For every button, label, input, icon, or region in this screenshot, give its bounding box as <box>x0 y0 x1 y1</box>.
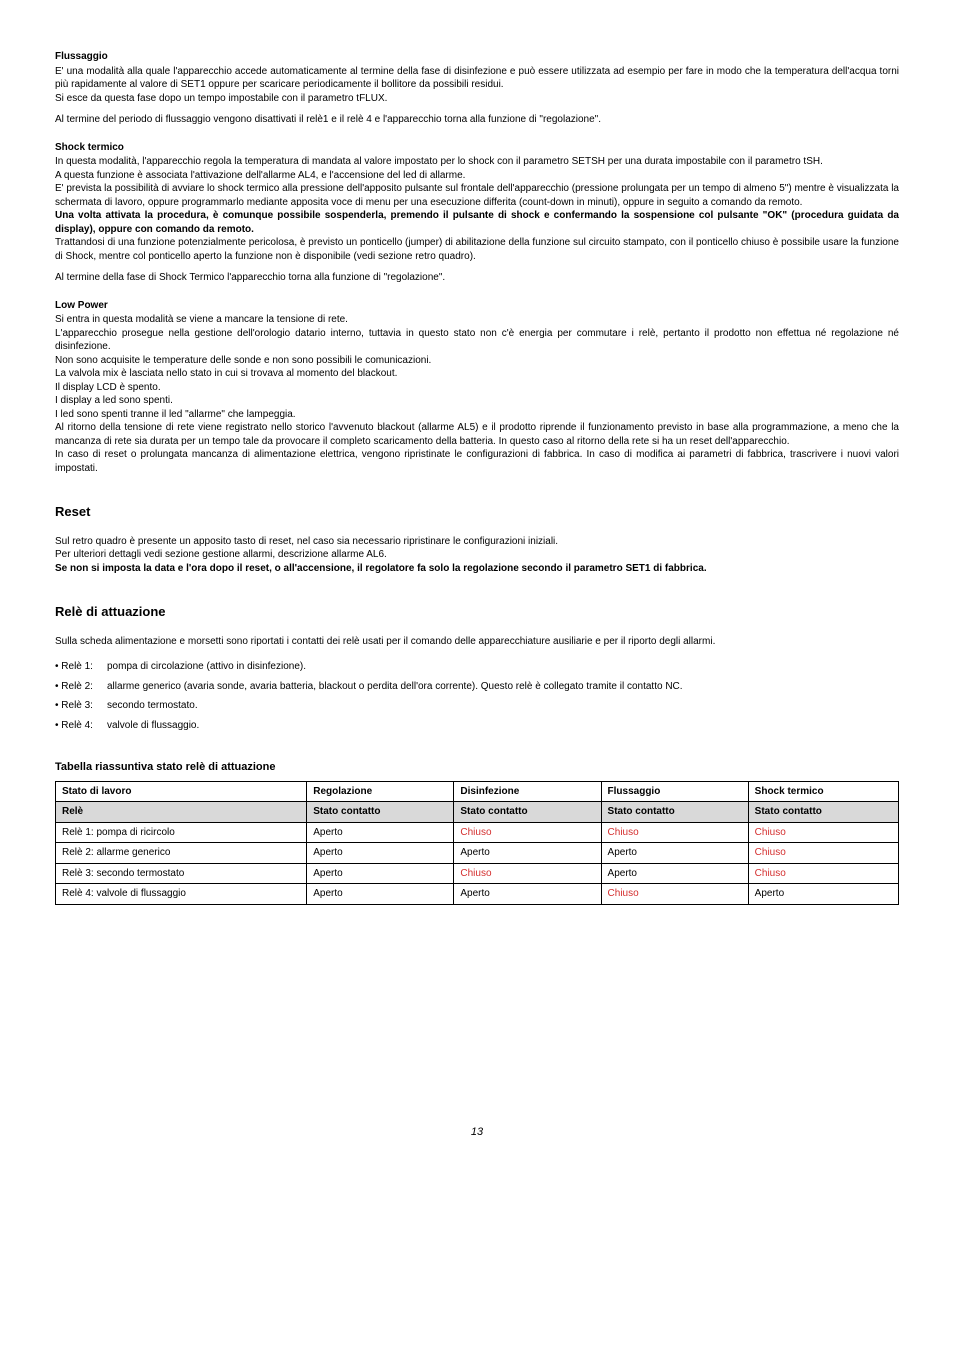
list-item: • Relè 4:valvole di flussaggio. <box>55 719 899 733</box>
lowpower-p4: La valvola mix è lasciata nello stato in… <box>55 367 899 381</box>
relay-list: • Relè 1:pompa di circolazione (attivo i… <box>55 660 899 732</box>
lowpower-p9: In caso di reset o prolungata mancanza d… <box>55 448 899 475</box>
shock-p4: Una volta attivata la procedura, è comun… <box>55 209 899 236</box>
flussaggio-p1: E' una modalità alla quale l'apparecchio… <box>55 65 899 92</box>
flussaggio-p3: Al termine del periodo di flussaggio ven… <box>55 113 899 127</box>
shock-p6: Al termine della fase di Shock Termico l… <box>55 271 899 285</box>
shock-p1: In questa modalità, l'apparecchio regola… <box>55 155 899 169</box>
lowpower-title: Low Power <box>55 299 899 313</box>
lowpower-p6: I display a led sono spenti. <box>55 394 899 408</box>
lowpower-p8: Al ritorno della tensione di rete viene … <box>55 421 899 448</box>
list-item: • Relè 2:allarme generico (avaria sonde,… <box>55 680 899 694</box>
relay-state-table: Stato di lavoroRegolazioneDisinfezioneFl… <box>55 781 899 905</box>
shock-p3: E' prevista la possibilità di avviare lo… <box>55 182 899 209</box>
list-item: • Relè 1:pompa di circolazione (attivo i… <box>55 660 899 674</box>
table-title: Tabella riassuntiva stato relè di attuaz… <box>55 760 899 775</box>
reset-p2: Per ulteriori dettagli vedi sezione gest… <box>55 548 899 562</box>
reset-p1: Sul retro quadro è presente un apposito … <box>55 535 899 549</box>
shock-p2: A questa funzione è associata l'attivazi… <box>55 169 899 183</box>
table-row: Relè 3: secondo termostatoApertoChiusoAp… <box>56 863 899 884</box>
rele-intro: Sulla scheda alimentazione e morsetti so… <box>55 635 899 649</box>
flussaggio-title: Flussaggio <box>55 50 899 64</box>
lowpower-p1: Si entra in questa modalità se viene a m… <box>55 313 899 327</box>
lowpower-p2: L'apparecchio prosegue nella gestione de… <box>55 327 899 354</box>
shock-title: Shock termico <box>55 141 899 155</box>
table-row: Relè 4: valvole di flussaggioApertoApert… <box>56 884 899 905</box>
page-number: 13 <box>55 1125 899 1140</box>
lowpower-p7: I led sono spenti tranne il led "allarme… <box>55 408 899 422</box>
reset-title: Reset <box>55 503 899 521</box>
table-row: Relè 1: pompa di ricircoloApertoChiusoCh… <box>56 822 899 843</box>
lowpower-p3: Non sono acquisite le temperature delle … <box>55 354 899 368</box>
table-row: Relè 2: allarme genericoApertoApertoAper… <box>56 843 899 864</box>
rele-title: Relè di attuazione <box>55 603 899 621</box>
flussaggio-p2: Si esce da questa fase dopo un tempo imp… <box>55 92 899 106</box>
list-item: • Relè 3:secondo termostato. <box>55 699 899 713</box>
lowpower-p5: Il display LCD è spento. <box>55 381 899 395</box>
reset-p3: Se non si imposta la data e l'ora dopo i… <box>55 562 899 576</box>
shock-p5: Trattandosi di una funzione potenzialmen… <box>55 236 899 263</box>
